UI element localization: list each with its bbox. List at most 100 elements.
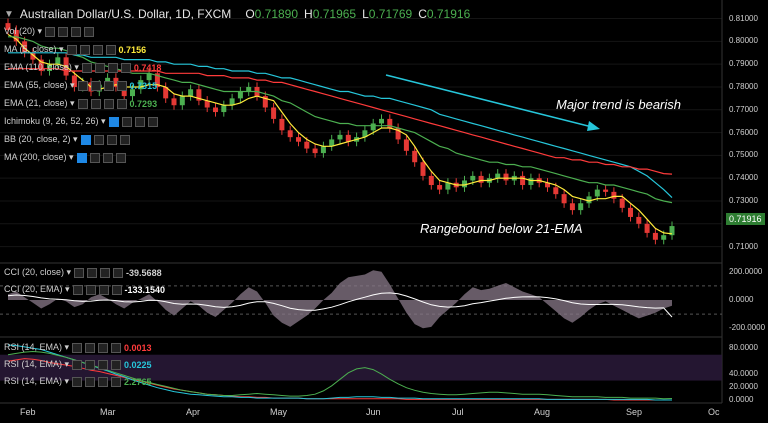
indicator-label[interactable]: RSI (14, EMA) ▾ 0.0225 [4, 359, 152, 370]
settings-icon[interactable] [120, 62, 131, 73]
settings-icon[interactable] [85, 342, 96, 353]
settings-icon[interactable] [113, 267, 124, 278]
candle-body [437, 185, 443, 190]
settings-icon[interactable] [58, 26, 69, 37]
settings-icon[interactable] [90, 80, 101, 91]
candle-body [262, 96, 268, 108]
x-tick: Aug [534, 407, 551, 417]
rsi-line [7, 350, 673, 400]
settings-icon[interactable] [119, 134, 130, 145]
settings-icon[interactable] [116, 80, 127, 91]
settings-icon[interactable] [105, 44, 116, 55]
candle-body [370, 123, 376, 131]
candle-body [146, 73, 152, 81]
candle-body [30, 52, 36, 60]
settings-icon[interactable] [103, 80, 114, 91]
candle-body [47, 64, 52, 72]
settings-icon[interactable] [77, 80, 88, 91]
candle-body [628, 207, 633, 217]
settings-icon[interactable] [102, 152, 113, 163]
y-tick: 0.80000 [729, 36, 758, 46]
settings-icon[interactable] [111, 342, 122, 353]
settings-icon[interactable] [106, 134, 117, 145]
settings-icon[interactable] [72, 342, 83, 353]
settings-icon[interactable] [100, 267, 111, 278]
settings-icon[interactable] [72, 284, 83, 295]
indicator-value: 2.2765 [124, 376, 152, 387]
candle-body [130, 89, 135, 97]
indicator-label[interactable]: EMA (55, close) ▾ 0.7315 [4, 80, 157, 91]
indicator-label[interactable]: RSI (14, EMA) ▾ 0.0013 [4, 342, 152, 353]
settings-icon[interactable] [111, 359, 122, 370]
candle-body [611, 191, 617, 199]
indicator-label[interactable]: BB (20, close, 2) ▾ [4, 134, 130, 145]
indicator-label[interactable]: RSI (14, EMA) ▾ 2.2765 [4, 376, 152, 387]
settings-icon[interactable] [89, 152, 100, 163]
settings-icon[interactable] [80, 134, 91, 145]
indicator-name: CCI (20, close) ▾ [4, 267, 72, 277]
candle-body [221, 105, 227, 113]
settings-icon[interactable] [77, 98, 88, 109]
settings-icon[interactable] [72, 359, 83, 370]
candle-body [188, 89, 194, 97]
settings-icon[interactable] [76, 152, 87, 163]
cci-y-tick: -200.0000 [729, 323, 766, 333]
indicator-label[interactable]: CCI (20, close) ▾ -39.5688 [4, 267, 162, 278]
collapse-icon[interactable]: ▼ [4, 8, 14, 20]
candle-body [578, 203, 584, 211]
settings-icon[interactable] [92, 44, 103, 55]
settings-icon[interactable] [90, 98, 101, 109]
indicator-name: MA (200, close) ▾ [4, 152, 74, 162]
settings-icon[interactable] [107, 62, 118, 73]
settings-icon[interactable] [108, 116, 119, 127]
candle-body [279, 118, 285, 131]
settings-icon[interactable] [81, 62, 92, 73]
indicator-label[interactable]: EMA (21, close) ▾ 0.7293 [4, 98, 157, 109]
candle-body [661, 235, 667, 240]
trend-arrow-head [587, 121, 600, 131]
indicator-label[interactable]: MA (5, close) ▾ 0.7156 [4, 44, 146, 55]
settings-icon[interactable] [103, 98, 114, 109]
settings-icon[interactable] [98, 359, 109, 370]
settings-icon[interactable] [147, 116, 158, 127]
settings-icon[interactable] [71, 26, 82, 37]
indicator-label[interactable]: EMA (110, close) ▾ 0.7418 [4, 62, 161, 73]
settings-icon[interactable] [72, 376, 83, 387]
candle-body [553, 187, 559, 195]
trend-arrow [385, 74, 597, 129]
settings-icon[interactable] [66, 44, 77, 55]
x-tick: Jun [366, 407, 381, 417]
indicator-name: Vol (20) ▾ [4, 26, 43, 36]
settings-icon[interactable] [45, 26, 56, 37]
settings-icon[interactable] [85, 376, 96, 387]
candle-body [229, 98, 235, 106]
settings-icon[interactable] [116, 98, 127, 109]
indicator-label[interactable]: MA (200, close) ▾ [4, 152, 126, 163]
settings-icon[interactable] [111, 284, 122, 295]
candle-body [171, 98, 177, 106]
settings-icon[interactable] [94, 62, 105, 73]
settings-icon[interactable] [87, 267, 98, 278]
candle-body [428, 175, 434, 186]
settings-icon[interactable] [111, 376, 122, 387]
indicator-label[interactable]: CCI (20, EMA) ▾ -133.1540 [4, 284, 165, 295]
indicator-name: CCI (20, EMA) ▾ [4, 284, 70, 294]
settings-icon[interactable] [74, 267, 85, 278]
indicator-name: RSI (14, EMA) ▾ [4, 342, 70, 352]
candle-body [237, 91, 243, 99]
indicator-label[interactable]: Vol (20) ▾ [4, 26, 95, 37]
settings-icon[interactable] [121, 116, 132, 127]
settings-icon[interactable] [98, 376, 109, 387]
settings-icon[interactable] [93, 134, 104, 145]
settings-icon[interactable] [85, 359, 96, 370]
settings-icon[interactable] [85, 284, 96, 295]
settings-icon[interactable] [79, 44, 90, 55]
settings-icon[interactable] [98, 284, 109, 295]
cci-y-tick: 0.0000 [729, 295, 754, 304]
settings-icon[interactable] [98, 342, 109, 353]
indicator-label[interactable]: Ichimoku (9, 26, 52, 26) ▾ [4, 116, 158, 127]
settings-icon[interactable] [115, 152, 126, 163]
settings-icon[interactable] [84, 26, 95, 37]
candle-body [395, 128, 401, 140]
settings-icon[interactable] [134, 116, 145, 127]
